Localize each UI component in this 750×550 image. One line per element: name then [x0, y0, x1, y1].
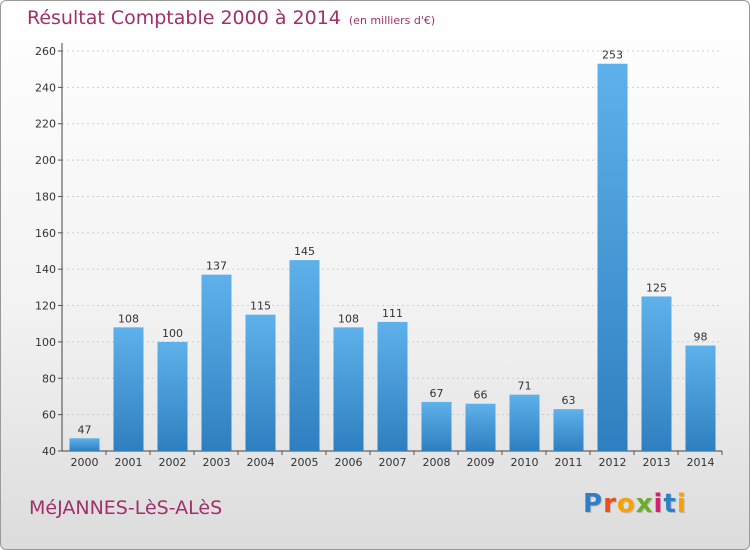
- bar-value-label: 111: [382, 307, 403, 320]
- y-tick-label: 120: [35, 300, 56, 313]
- x-tick-label: 2006: [335, 456, 363, 469]
- bar-value-label: 66: [474, 389, 488, 402]
- y-tick-label: 60: [42, 409, 56, 422]
- chart-title-text: Résultat Comptable 2000 à 2014: [27, 7, 341, 29]
- bar: [157, 341, 188, 451]
- chart-title: Résultat Comptable 2000 à 2014 (en millie…: [27, 7, 435, 29]
- x-tick-label: 2013: [643, 456, 671, 469]
- logo-letter: i: [676, 489, 687, 519]
- x-tick-label: 2014: [687, 456, 715, 469]
- bar-value-label: 108: [338, 312, 359, 325]
- bar: [641, 296, 672, 451]
- y-tick-label: 160: [35, 227, 56, 240]
- bar: [685, 345, 716, 451]
- bar: [553, 409, 584, 451]
- x-tick-label: 2007: [379, 456, 407, 469]
- proxiti-logo: Proxiti: [583, 489, 687, 519]
- y-tick-label: 140: [35, 263, 56, 276]
- x-tick-label: 2001: [115, 456, 143, 469]
- bar-value-label: 100: [162, 327, 183, 340]
- logo-letter: r: [603, 489, 617, 519]
- y-tick-label: 80: [42, 372, 56, 385]
- logo-letter: t: [663, 489, 677, 519]
- x-tick-label: 2010: [511, 456, 539, 469]
- bar: [113, 327, 144, 451]
- x-tick-label: 2003: [203, 456, 231, 469]
- y-tick-label: 100: [35, 336, 56, 349]
- bar: [289, 260, 320, 451]
- bar-value-label: 108: [118, 312, 139, 325]
- bar-value-label: 145: [294, 245, 315, 258]
- bar: [597, 63, 628, 452]
- bar: [465, 403, 496, 451]
- bar-value-label: 71: [518, 380, 532, 393]
- logo-letter: x: [635, 489, 654, 519]
- x-tick-label: 2008: [423, 456, 451, 469]
- bar-value-label: 67: [430, 387, 444, 400]
- bar-value-label: 115: [250, 300, 271, 313]
- x-tick-label: 2012: [599, 456, 627, 469]
- y-tick-label: 260: [35, 45, 56, 58]
- x-tick-label: 2004: [247, 456, 275, 469]
- logo-letter: P: [583, 489, 604, 519]
- logo-letter: i: [653, 489, 664, 519]
- bar-value-label: 125: [646, 281, 667, 294]
- town-name: MéJANNES-LèS-ALèS: [29, 497, 223, 519]
- bar-value-label: 137: [206, 260, 227, 273]
- x-tick-label: 2000: [71, 456, 99, 469]
- x-tick-label: 2009: [467, 456, 495, 469]
- logo-letter: o: [616, 489, 636, 519]
- bar: [201, 274, 232, 451]
- bar: [333, 327, 364, 451]
- bar-value-label: 98: [694, 331, 708, 344]
- x-tick-label: 2011: [555, 456, 583, 469]
- bar-value-label: 63: [562, 394, 576, 407]
- bar: [69, 438, 100, 451]
- y-tick-label: 180: [35, 190, 56, 203]
- bar: [245, 314, 276, 451]
- bar-value-label: 47: [78, 423, 92, 436]
- bar: [509, 394, 540, 451]
- x-tick-label: 2002: [159, 456, 187, 469]
- chart-subtitle: (en milliers d'€): [348, 14, 436, 27]
- bar-value-label: 253: [602, 49, 623, 62]
- bar: [377, 321, 408, 451]
- y-tick-label: 240: [35, 81, 56, 94]
- bar: [421, 401, 452, 451]
- y-tick-label: 200: [35, 154, 56, 167]
- x-tick-label: 2005: [291, 456, 319, 469]
- y-tick-label: 220: [35, 118, 56, 131]
- y-tick-label: 40: [42, 445, 56, 458]
